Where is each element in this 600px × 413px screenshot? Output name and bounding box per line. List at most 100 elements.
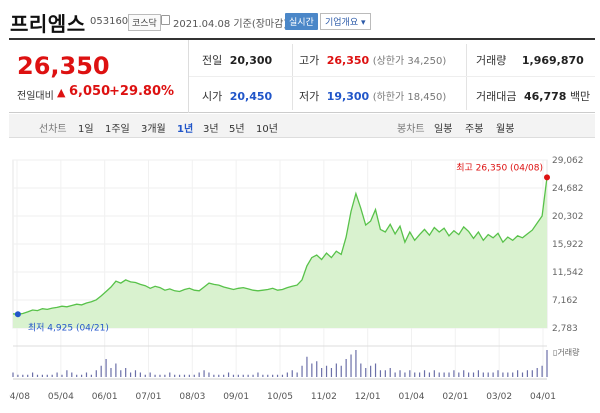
low-label: 저가 (299, 90, 320, 103)
volume-bar (512, 372, 514, 377)
volume-bar (76, 374, 78, 377)
trade-amount: 거래대금 46,778 백만 (476, 88, 590, 104)
volume-bar (203, 370, 205, 377)
y-tick-label: 24,682 (552, 184, 584, 194)
volume-bar (409, 370, 411, 377)
volume-bar (252, 374, 254, 377)
volume-bar (169, 372, 171, 377)
volume-bar (262, 374, 264, 377)
company-overview-dropdown[interactable]: 기업개요 ▾ (320, 13, 371, 30)
volume-bar (149, 372, 151, 377)
volume-bar (536, 368, 538, 377)
amount-unit: 백만 (569, 90, 591, 103)
volume-bar (370, 365, 372, 377)
tab-1w[interactable]: 1주일 (105, 124, 130, 135)
volume-bar (330, 368, 333, 377)
volume-bar (502, 372, 504, 377)
volume-bar (281, 374, 284, 377)
volume-bar (164, 374, 166, 377)
y-tick-label: 7,162 (552, 296, 578, 306)
x-tick-label: 06/01 (92, 392, 118, 402)
tab-monthly-candle[interactable]: 월봉 (496, 124, 515, 135)
x-tick-label: 05/04 (48, 392, 74, 402)
volume-bar (144, 374, 146, 377)
volume-bar (291, 370, 293, 377)
low-label: 최저 4,925 (04/21) (28, 322, 109, 333)
tab-weekly-candle[interactable]: 주봉 (465, 124, 484, 135)
volume-bar (125, 368, 127, 377)
volume-bar (433, 370, 435, 377)
volume-bar (321, 368, 323, 377)
tab-10y[interactable]: 10년 (256, 124, 278, 135)
x-tick-label: 08/03 (179, 392, 205, 402)
volume-bar (286, 372, 288, 377)
y-tick-label: 11,542 (552, 268, 584, 278)
volume-bar (71, 372, 73, 377)
stock-code: 053160 (90, 16, 129, 27)
price-chart: 29,062 24,682 20,302 15,922 11,542 7,162 2,783… (9, 150, 595, 413)
volume-bar (272, 374, 274, 377)
volume-label: ▯거래량 (553, 347, 580, 357)
volume-bar (85, 372, 88, 377)
volume-bar (301, 365, 303, 377)
volume-bar (384, 370, 386, 377)
market-badge: 코스닥 (128, 14, 161, 31)
volume-bar (379, 370, 382, 377)
volume-bar (453, 370, 455, 377)
x-tick-label: 04/01 (530, 392, 556, 402)
x-tick-label: 03/02 (486, 392, 512, 402)
price-chart-svg: 29,062 24,682 20,302 15,922 11,542 7,162 2,783… (9, 156, 584, 402)
volume-bar (174, 374, 176, 377)
realtime-button[interactable]: 실시간 (285, 13, 318, 30)
volume-bar (296, 372, 298, 377)
volume-bar (95, 370, 97, 377)
line-chart-label: 선차트 (39, 124, 67, 135)
volume-bar (325, 365, 328, 377)
amount-label: 거래대금 (476, 90, 517, 103)
x-tick-label: 10/05 (267, 392, 293, 402)
low-value: 19,300 (326, 90, 370, 103)
volume-bar (208, 372, 210, 377)
tab-1y[interactable]: 1년 (177, 124, 194, 135)
lower-limit: (하한가 18,450) (372, 92, 447, 103)
divider (189, 76, 595, 77)
volume-bar (404, 372, 406, 377)
tab-3m[interactable]: 3개월 (141, 124, 166, 135)
chart-tabs: 선차트 1일 1주일 3개월 1년 3년 5년 10년 봉차트 일봉 주봉 월봉 (9, 114, 595, 138)
upper-limit: (상한가 34,250) (372, 56, 447, 67)
volume-bar (306, 356, 308, 377)
volume-bar (468, 372, 470, 377)
current-price-box: 26,350 전일대비 ▲ 6,050 +29.80% (9, 40, 189, 113)
low-price: 저가 19,300 (하한가 18,450) (299, 88, 446, 104)
stock-name: 프리엠스 (10, 12, 86, 36)
volume-bar (517, 370, 519, 377)
volume-bar (311, 363, 313, 377)
volume-bar (247, 374, 249, 377)
volume-bar (394, 372, 396, 377)
prev-close: 전일 20,300 (202, 52, 272, 68)
volume-bar (56, 372, 58, 377)
volume-bar (546, 350, 548, 377)
volume-bar (51, 374, 53, 377)
volume-bar (340, 365, 342, 377)
candle-chart-label: 봉차트 (397, 124, 425, 135)
volume-bar (531, 370, 533, 377)
volume-bar (90, 374, 92, 377)
volume-bar (80, 374, 83, 377)
volume-bar (257, 372, 259, 377)
y-tick-label: 15,922 (552, 240, 584, 250)
volume-bar (507, 372, 509, 377)
tab-1d[interactable]: 1일 (78, 124, 94, 135)
volume-bar (100, 365, 102, 377)
volume-bar (482, 372, 484, 377)
x-tick-label: 11/02 (311, 392, 337, 402)
x-tick-label: 04/08 (9, 392, 30, 402)
volume-bar (526, 370, 529, 377)
volume-bar (443, 372, 445, 377)
tab-3y[interactable]: 3년 (203, 124, 219, 135)
y-tick-label: 20,302 (552, 212, 584, 222)
tab-5y[interactable]: 5년 (229, 124, 245, 135)
x-tick-label: 01/04 (399, 392, 425, 402)
tab-daily-candle[interactable]: 일봉 (434, 124, 453, 135)
volume-bar (178, 374, 181, 377)
